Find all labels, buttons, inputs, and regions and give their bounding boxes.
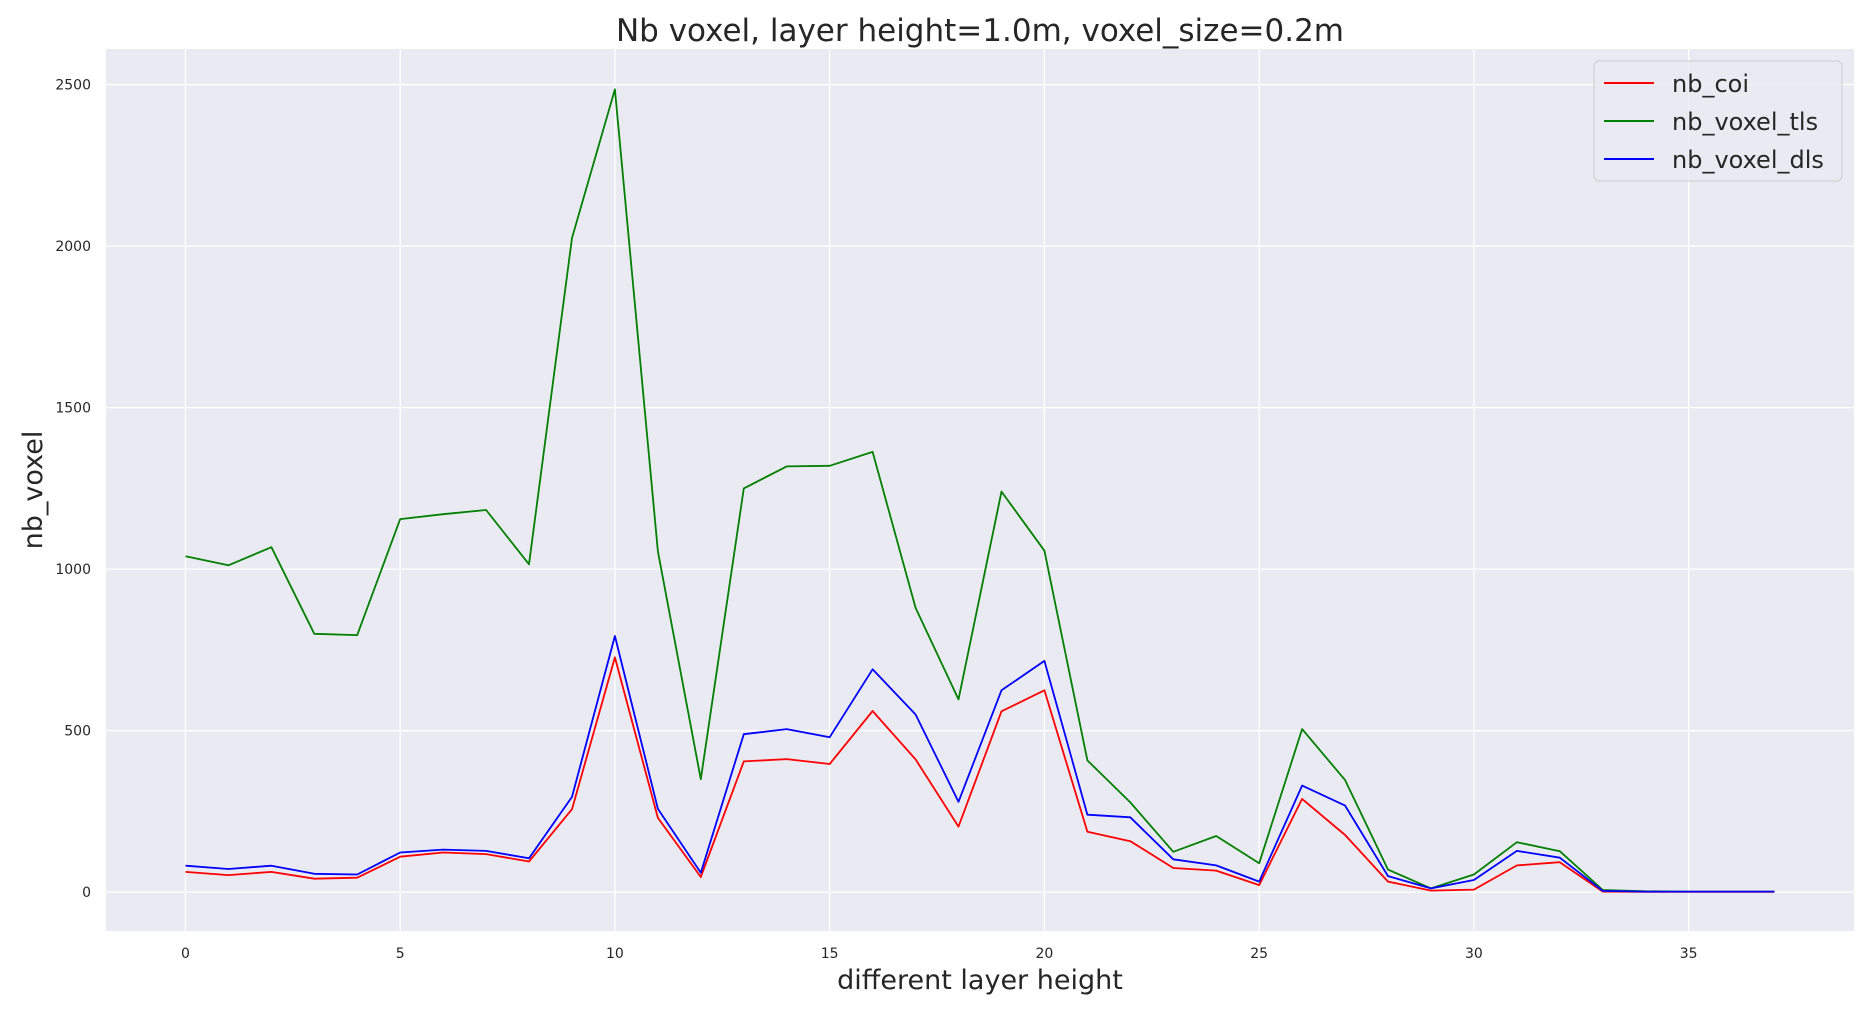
grid-lines [106, 49, 1854, 931]
legend-label: nb_coi [1672, 70, 1749, 98]
legend: nb_coi nb_voxel_tls nb_voxel_dls [1593, 60, 1843, 182]
legend-label: nb_voxel_tls [1672, 108, 1818, 136]
x-tick-label: 20 [1036, 946, 1054, 962]
legend-label: nb_voxel_dls [1672, 146, 1824, 174]
y-tick-label: 2000 [55, 239, 91, 255]
x-tick-label: 35 [1680, 946, 1698, 962]
x-tick-label: 10 [606, 946, 624, 962]
plot-background [106, 49, 1854, 931]
series-lines [185, 88, 1775, 893]
x-tick-labels: 0 5 10 15 20 25 30 35 [181, 946, 1698, 962]
x-tick-label: 15 [821, 946, 839, 962]
y-axis-label: nb_voxel [18, 431, 49, 550]
legend-box [1593, 60, 1843, 182]
y-tick-label: 0 [82, 885, 91, 901]
x-tick-label: 5 [396, 946, 405, 962]
series-line-nb-coi [185, 656, 1775, 893]
y-tick-label: 2500 [55, 78, 91, 94]
y-tick-labels: 0 500 1000 1500 2000 2500 [55, 78, 91, 902]
series-line-nb-voxel-dls [185, 635, 1775, 893]
x-tick-label: 30 [1465, 946, 1483, 962]
series-line-nb-voxel-tls [185, 88, 1775, 893]
x-axis-label: different layer height [837, 965, 1123, 996]
x-tick-label: 25 [1250, 946, 1268, 962]
y-tick-label: 500 [64, 724, 91, 740]
chart-title: Nb voxel, layer height=1.0m, voxel_size=… [616, 13, 1344, 49]
x-tick-label: 0 [181, 946, 190, 962]
y-tick-label: 1000 [55, 562, 91, 578]
y-tick-label: 1500 [55, 401, 91, 417]
